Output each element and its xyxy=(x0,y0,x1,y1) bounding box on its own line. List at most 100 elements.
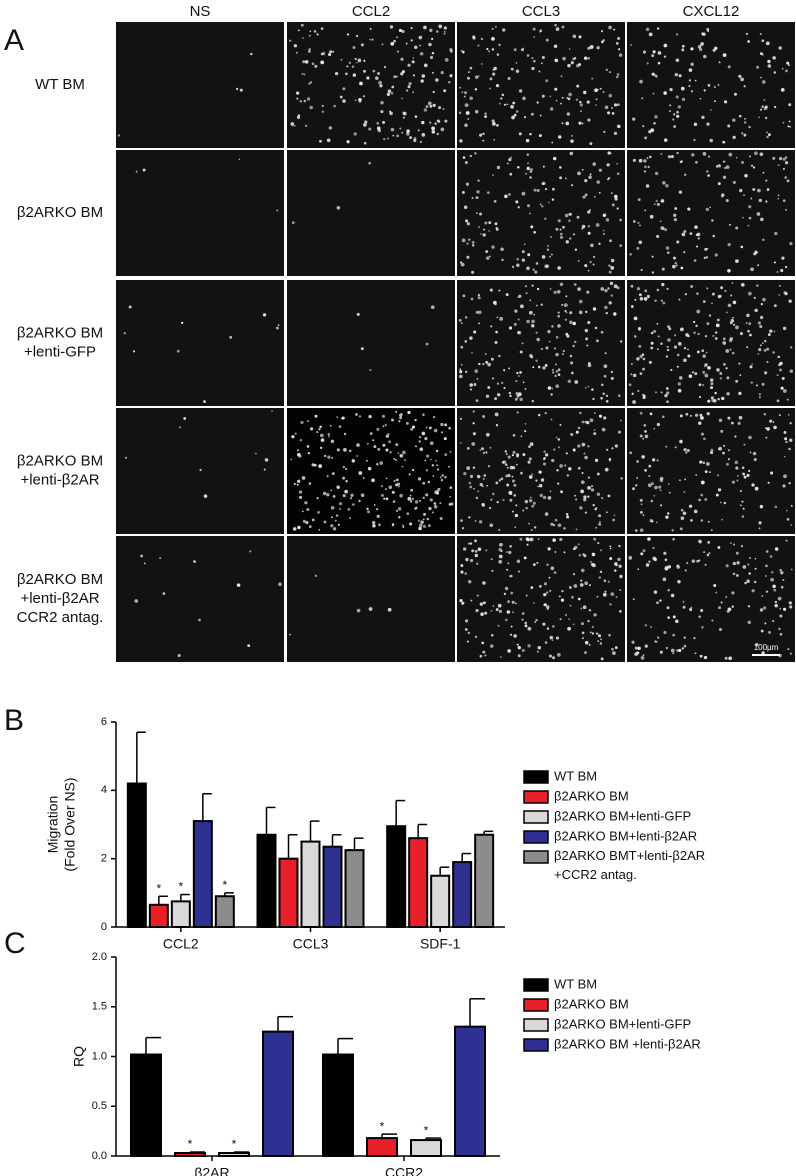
cell-dot xyxy=(663,91,667,95)
cell-dot xyxy=(721,195,724,198)
cell-dot xyxy=(476,594,480,597)
cell-dot xyxy=(745,322,748,324)
cell-dot xyxy=(385,435,388,438)
cell-dot xyxy=(742,507,745,510)
cell-dot xyxy=(537,485,540,488)
cell-dot xyxy=(571,135,573,137)
cell-dot xyxy=(779,614,783,618)
cell-dot xyxy=(673,256,676,260)
cell-dot xyxy=(535,618,538,622)
x-tick-label: β2AR xyxy=(194,1165,229,1176)
cell-dot xyxy=(644,209,647,212)
cell-dot xyxy=(660,342,663,345)
cell-dot xyxy=(613,312,617,316)
cell-dot xyxy=(738,362,741,365)
cell-dot xyxy=(542,366,546,370)
cell-dot xyxy=(584,264,588,268)
cell-dot xyxy=(198,618,201,622)
cell-dot xyxy=(557,523,562,528)
cell-dot xyxy=(724,166,727,170)
cell-dot xyxy=(758,347,762,352)
cell-dot xyxy=(554,58,559,63)
cell-dot xyxy=(531,473,534,476)
cell-dot xyxy=(422,481,426,485)
cell-dot xyxy=(531,66,535,71)
cell-dot xyxy=(547,330,551,334)
cell-dot xyxy=(598,242,601,245)
cell-dot xyxy=(696,309,701,314)
cell-dot xyxy=(328,435,330,438)
cell-dot xyxy=(488,255,491,258)
cell-dot xyxy=(587,476,590,479)
cell-dot xyxy=(297,525,301,530)
cell-dot xyxy=(605,218,610,222)
cell-dot xyxy=(530,112,534,116)
cell-dot xyxy=(302,519,306,523)
cell-dot xyxy=(699,413,703,417)
cell-dot xyxy=(501,258,504,261)
cell-dot xyxy=(477,547,482,552)
cell-dot xyxy=(790,568,793,571)
cell-dot xyxy=(327,455,331,459)
cell-dot xyxy=(368,607,373,611)
cell-dot xyxy=(758,396,761,399)
cell-dot xyxy=(336,205,341,210)
cell-dot xyxy=(306,97,311,101)
cell-dot xyxy=(694,79,697,82)
cell-dot xyxy=(493,200,497,203)
cell-dot xyxy=(611,106,613,109)
cell-dot xyxy=(345,480,348,483)
cell-dot xyxy=(552,625,555,628)
cell-dot xyxy=(360,493,365,497)
cell-dot xyxy=(567,626,571,631)
cell-dot xyxy=(777,194,780,197)
cell-dot xyxy=(640,503,643,506)
cell-dot xyxy=(503,387,506,390)
cell-dot xyxy=(397,485,400,488)
cell-dot xyxy=(393,479,396,483)
cell-dot xyxy=(690,606,693,609)
cell-dot xyxy=(559,537,563,542)
cell-dot xyxy=(297,114,301,117)
cell-dot xyxy=(461,190,465,194)
cell-dot xyxy=(551,368,554,371)
y-tick-label: 0.0 xyxy=(92,1150,107,1162)
cell-dot xyxy=(528,522,531,525)
cell-dot xyxy=(595,223,600,227)
cell-dot xyxy=(645,184,650,188)
cell-dot xyxy=(509,633,513,636)
cell-dot xyxy=(372,69,376,73)
cell-dot xyxy=(501,381,504,384)
cell-dot xyxy=(732,135,736,139)
cell-dot xyxy=(653,122,656,125)
cell-dot xyxy=(578,553,582,557)
cell-dot xyxy=(320,27,324,30)
cell-dot xyxy=(387,137,390,140)
cell-dot xyxy=(306,507,310,512)
cell-dot xyxy=(565,614,567,616)
cell-dot xyxy=(436,119,440,123)
cell-dot xyxy=(758,116,760,119)
cell-dot xyxy=(725,596,728,598)
cell-dot xyxy=(741,515,745,518)
cell-dot xyxy=(468,71,470,74)
cell-dot xyxy=(594,412,596,414)
cell-dot xyxy=(544,412,547,415)
cell-dot xyxy=(591,388,594,391)
bar xyxy=(386,825,407,928)
cell-dot xyxy=(393,39,396,43)
cell-dot xyxy=(352,503,355,506)
cell-dot xyxy=(756,65,760,69)
cell-dot xyxy=(515,62,518,64)
cell-dot xyxy=(494,412,499,417)
cell-dot xyxy=(478,226,480,228)
cell-dot xyxy=(442,107,445,110)
cell-dot xyxy=(749,557,751,559)
cell-dot xyxy=(770,577,774,582)
cell-dot xyxy=(680,86,685,91)
cell-dot xyxy=(703,655,708,660)
cell-dot xyxy=(536,337,540,342)
cell-dot xyxy=(727,449,730,452)
cell-dot xyxy=(448,426,452,430)
cell-dot xyxy=(464,91,468,95)
